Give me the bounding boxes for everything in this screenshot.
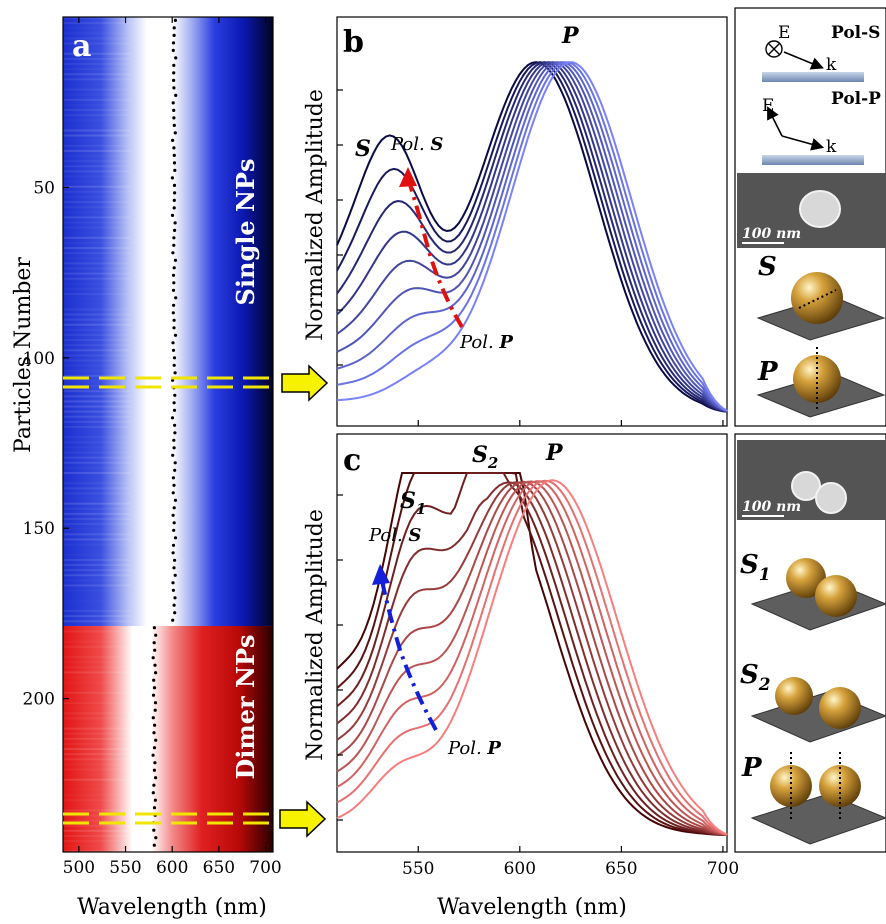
panel-c-ylabel: Normalized Amplitude	[303, 509, 328, 761]
dimer-nps-label: Dimer NPs	[231, 634, 260, 779]
panel-b-ylabel: Normalized Amplitude	[303, 89, 328, 341]
svg-text:650: 650	[203, 858, 235, 878]
spectrum-curve-10	[336, 479, 728, 836]
scale-bar-bottom-label: 100 nm	[742, 499, 801, 515]
panel-b-curves	[336, 61, 728, 413]
substrate-p	[762, 155, 864, 165]
mode-p-dimer-label: P	[741, 753, 763, 783]
particle-s2-b	[819, 687, 861, 729]
svg-text:150: 150	[23, 519, 55, 539]
pol-arrow-c	[379, 575, 438, 731]
pol-s-title: Pol-S	[831, 23, 880, 43]
svg-text:50: 50	[33, 178, 55, 198]
e-out-of-plane-icon	[765, 40, 783, 58]
pol-arrow-b	[406, 177, 464, 329]
schematic-top: E k Pol-S E k Pol-P 100 nm S P	[734, 7, 886, 427]
spectrum-curve-5	[336, 481, 728, 836]
e-arrow-p	[767, 106, 783, 137]
svg-text:100: 100	[23, 349, 55, 369]
panel-b: b Normalized Amplitude S P Pol. S Pol. P	[303, 16, 728, 427]
panel-b-ticks	[337, 89, 724, 426]
spectrum-curve-5	[336, 61, 728, 413]
spectrum-curve-8	[336, 61, 728, 412]
spectrum-curve-1	[336, 472, 728, 836]
heatmap-single	[63, 17, 273, 626]
sem-single-particle	[799, 190, 841, 228]
panel-c-label: c	[343, 443, 361, 478]
k-label-p: k	[826, 137, 837, 157]
panel-b-frame	[336, 16, 728, 427]
panel-a-ylabel: Particles Number	[11, 257, 36, 453]
pol-p-title: Pol-P	[831, 89, 881, 109]
arrow-to-c	[279, 800, 327, 838]
particle-s2-a	[775, 677, 813, 715]
svg-text:550: 550	[109, 858, 141, 878]
e-label-s: E	[778, 23, 790, 43]
svg-text:700: 700	[707, 859, 739, 879]
panel-c-curves	[336, 472, 728, 836]
panel-b-label: b	[343, 25, 364, 60]
panel-c-xlabel: Wavelength (nm)	[437, 895, 627, 920]
pol-p-label-c: Pol. P	[447, 738, 501, 759]
particle-s-mode	[791, 272, 843, 324]
spectrum-curve-9	[336, 61, 728, 412]
svg-text:200: 200	[23, 690, 55, 710]
svg-text:600: 600	[156, 858, 188, 878]
peak-p-label-c: P	[545, 440, 564, 466]
scale-bar-top-label: 100 nm	[742, 226, 801, 242]
spectrum-curve-2	[336, 472, 728, 836]
substrate-s	[762, 72, 864, 82]
pol-arrow-b-head	[399, 167, 417, 187]
e-label-p: E	[762, 96, 774, 116]
k-label-s: k	[826, 55, 837, 75]
spectrum-curve-7	[336, 61, 728, 413]
pol-s-label-c: Pol. S	[368, 525, 421, 546]
svg-text:700: 700	[249, 858, 281, 878]
spectrum-curve-6	[336, 480, 728, 836]
spectrum-curve-8	[336, 480, 728, 836]
spectrum-curve-3	[336, 61, 728, 413]
panel-a-label: a	[72, 29, 91, 64]
svg-text:650: 650	[605, 859, 637, 879]
spectrum-curve-3	[336, 472, 728, 836]
k-arrow-p	[781, 135, 825, 151]
particle-s1-a	[786, 558, 826, 598]
panel-c-ticks: 550 600 650 700	[337, 494, 739, 879]
mode-s-label: S	[758, 252, 777, 282]
heatmap-row-noise	[63, 17, 131, 853]
peak-s-label: S	[355, 136, 371, 162]
spectrum-curve-6	[336, 61, 728, 413]
e-out-of-plane-cross	[767, 42, 781, 56]
k-arrow-s	[783, 51, 824, 70]
particle-s1-b	[815, 575, 857, 617]
spectrum-curve-9	[336, 479, 728, 836]
mode-p-label: P	[757, 357, 779, 387]
heatmap-frame	[62, 16, 274, 853]
schematic-bottom: 100 nm S1 S2 P	[734, 433, 886, 853]
svg-text:600: 600	[504, 859, 536, 879]
sem-dimer-particle-2	[815, 482, 847, 514]
svg-text:500: 500	[63, 858, 95, 878]
pol-p-label-b: Pol. P	[459, 332, 513, 353]
svg-text:550: 550	[402, 859, 434, 879]
spectrum-curve-4	[336, 481, 728, 836]
panel-a-ticks: 50 100 150 200 500 550 600 650 700	[23, 17, 282, 878]
particle-p-a	[770, 765, 812, 807]
arrow-to-b	[281, 364, 329, 402]
pol-s-label-b: Pol. S	[390, 134, 443, 155]
pol-arrow-c-head	[372, 564, 390, 585]
spectrum-curve-2	[336, 61, 728, 413]
particle-p-b	[819, 765, 861, 807]
spectrum-curve-4	[336, 61, 728, 413]
spectrum-curve-1	[336, 61, 728, 413]
sem-dimer-particle-1	[791, 471, 821, 501]
dipole-s-mode	[798, 289, 837, 309]
single-nps-label: Single NPs	[231, 159, 260, 306]
heatmap-dimer	[63, 626, 273, 852]
panel-a-xlabel: Wavelength (nm)	[77, 895, 267, 920]
panel-c: 550 600 650 700 c Normalized Amplitude Wave…	[303, 433, 739, 920]
peak-p-label: P	[561, 23, 580, 49]
